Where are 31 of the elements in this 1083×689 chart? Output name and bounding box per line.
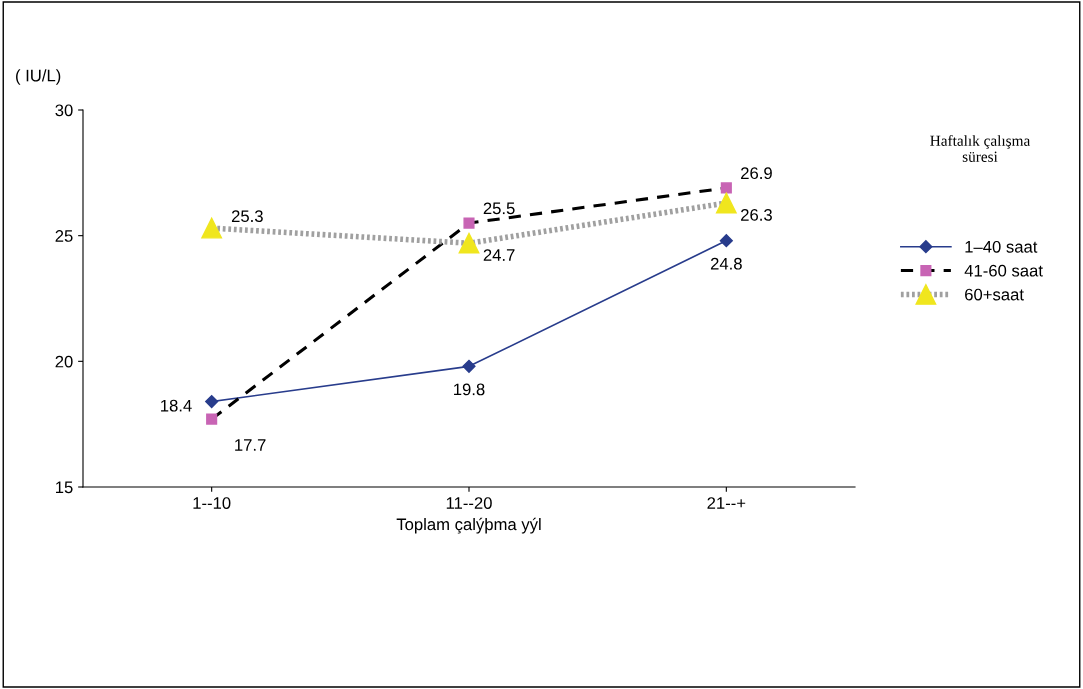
y-tick-label: 25: [55, 230, 73, 242]
y-tick-label: 15: [56, 481, 73, 494]
point: [201, 217, 223, 239]
data-label: 24.8: [710, 257, 742, 270]
y-tick-label: 20: [55, 355, 73, 368]
y-axis-title: ( IU/L): [16, 69, 61, 85]
data-label: 17.7: [235, 439, 266, 451]
legend-label: 1–40 saat: [965, 240, 1038, 253]
legend-title: Haftalık çalışma süresi: [930, 135, 1031, 162]
data-label: 25.5: [483, 202, 515, 215]
point: [458, 232, 480, 254]
data-label: 19.8: [454, 383, 485, 396]
x-tick-label: 1--10: [193, 497, 231, 509]
point: [206, 413, 218, 425]
data-label: 25.3: [231, 210, 263, 223]
point: [720, 182, 732, 194]
data-label: 26.3: [741, 208, 772, 221]
data-label: 24.7: [483, 249, 515, 261]
legend-label: 41-60 saat: [964, 264, 1043, 277]
x-tick-label: 11--20: [446, 497, 492, 509]
point: [715, 192, 737, 214]
point: [205, 394, 219, 409]
point: [463, 217, 475, 229]
x-axis-title: Toplam çalýþma yýl: [396, 517, 541, 534]
y-tick-label: 30: [55, 104, 73, 117]
x-tick-label: 21--+: [707, 497, 746, 509]
point: [462, 359, 476, 373]
legend-label: 60+saat: [965, 288, 1024, 301]
point: [719, 234, 733, 248]
data-label: 18.4: [161, 399, 192, 412]
data-label: 26.9: [741, 167, 772, 180]
